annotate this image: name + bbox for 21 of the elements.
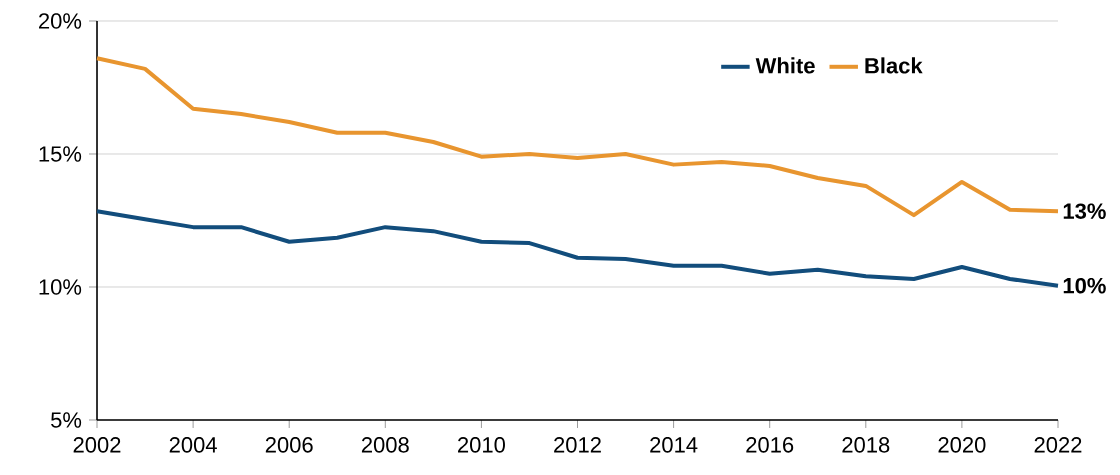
annotation: 13% bbox=[1063, 203, 1106, 219]
x-tick-label: 2002 bbox=[73, 437, 121, 453]
x-tick-label: 2016 bbox=[746, 437, 794, 453]
legend-label: Black bbox=[865, 57, 923, 74]
x-tick-label: 2020 bbox=[938, 437, 986, 453]
annotation: 10% bbox=[1063, 277, 1106, 294]
x-tick-label: 2014 bbox=[650, 437, 698, 453]
x-tick-label: 2010 bbox=[458, 437, 505, 453]
legend-label: White bbox=[755, 57, 815, 74]
y-tick-label: 20% bbox=[39, 13, 82, 29]
x-tick-label: 2022 bbox=[1034, 437, 1082, 453]
x-tick-label: 2006 bbox=[265, 437, 313, 453]
line-series bbox=[95, 56, 1060, 218]
y-tick-label: 10% bbox=[39, 279, 82, 295]
y-tick-label: 5% bbox=[51, 412, 82, 428]
line-series bbox=[95, 209, 1060, 288]
y-tick-label: 15% bbox=[39, 146, 82, 162]
x-tick-label: 2004 bbox=[169, 437, 217, 453]
x-tick-label: 2008 bbox=[361, 437, 409, 453]
x-tick-label: 2012 bbox=[554, 437, 601, 453]
x-tick-label: 2018 bbox=[842, 437, 890, 453]
